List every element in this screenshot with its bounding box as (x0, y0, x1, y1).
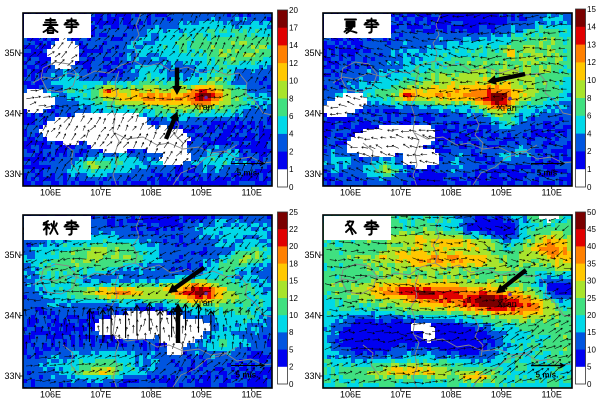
svg-text:6: 6 (289, 112, 294, 121)
svg-text:Xi'an: Xi'an (193, 102, 213, 112)
svg-text:14: 14 (587, 23, 596, 32)
svg-text:10: 10 (289, 311, 298, 320)
svg-text:34N: 34N (4, 311, 21, 321)
svg-text:33N: 33N (304, 371, 321, 381)
svg-text:109E: 109E (491, 390, 512, 400)
svg-text:0: 0 (587, 183, 592, 192)
svg-text:22: 22 (289, 225, 298, 234)
svg-text:4: 4 (289, 130, 294, 139)
svg-text:33N: 33N (304, 169, 321, 179)
svg-text:14: 14 (289, 41, 298, 50)
svg-text:35N: 35N (304, 48, 321, 58)
svg-text:33N: 33N (4, 169, 21, 179)
svg-text:30: 30 (587, 277, 596, 286)
svg-text:2: 2 (289, 363, 294, 372)
svg-text:20: 20 (289, 242, 298, 251)
svg-text:35N: 35N (4, 48, 21, 58)
svg-text:33N: 33N (4, 371, 21, 381)
svg-text:34N: 34N (304, 109, 321, 119)
svg-text:2: 2 (289, 147, 294, 156)
svg-text:110E: 110E (542, 188, 562, 198)
svg-text:108E: 108E (141, 390, 162, 400)
svg-text:34N: 34N (4, 109, 21, 119)
svg-text:108E: 108E (441, 390, 462, 400)
svg-text:108E: 108E (141, 188, 162, 198)
svg-text:15: 15 (289, 277, 298, 286)
svg-text:40: 40 (587, 242, 596, 251)
svg-text:25: 25 (289, 208, 298, 217)
svg-text:10: 10 (289, 77, 298, 86)
svg-text:106E: 106E (40, 188, 61, 198)
svg-text:8: 8 (289, 328, 294, 337)
svg-text:4: 4 (587, 129, 592, 138)
svg-text:106E: 106E (340, 188, 361, 198)
svg-text:110E: 110E (242, 188, 262, 198)
svg-text:Xi'an: Xi'an (497, 103, 517, 113)
svg-text:107E: 107E (390, 390, 411, 400)
svg-text:108E: 108E (441, 188, 462, 198)
svg-text:35N: 35N (304, 250, 321, 260)
svg-text:6: 6 (587, 112, 592, 121)
svg-text:13: 13 (587, 40, 596, 49)
svg-text:109E: 109E (191, 390, 212, 400)
svg-text:5 m/s: 5 m/s (237, 169, 258, 178)
svg-text:5: 5 (289, 345, 294, 354)
svg-text:107E: 107E (390, 188, 411, 198)
svg-text:110E: 110E (542, 390, 562, 400)
svg-text:0: 0 (289, 380, 294, 389)
svg-text:Xi'an: Xi'an (193, 298, 213, 308)
svg-text:107E: 107E (90, 390, 111, 400)
svg-text:5: 5 (587, 363, 592, 372)
svg-text:17: 17 (289, 24, 298, 33)
svg-text:106E: 106E (340, 390, 361, 400)
svg-text:35: 35 (587, 259, 596, 268)
svg-text:12: 12 (289, 59, 298, 68)
svg-text:34N: 34N (304, 311, 321, 321)
svg-text:15: 15 (587, 328, 596, 337)
svg-text:35N: 35N (4, 250, 21, 260)
svg-text:10: 10 (587, 345, 596, 354)
svg-text:109E: 109E (191, 188, 212, 198)
svg-text:8: 8 (289, 94, 294, 103)
svg-text:50: 50 (587, 208, 596, 217)
svg-text:0: 0 (587, 380, 592, 389)
svg-text:5 m/s.: 5 m/s. (236, 371, 259, 380)
svg-text:0: 0 (289, 183, 294, 192)
svg-text:15: 15 (587, 5, 596, 14)
svg-text:5 m/s.: 5 m/s. (536, 371, 559, 380)
svg-text:106E: 106E (40, 390, 61, 400)
svg-text:2: 2 (587, 147, 592, 156)
svg-text:109E: 109E (491, 188, 512, 198)
svg-text:8: 8 (587, 94, 592, 103)
svg-text:5 m/s: 5 m/s (537, 169, 558, 178)
svg-text:107E: 107E (90, 188, 111, 198)
svg-text:10: 10 (587, 76, 596, 85)
svg-text:Xi'an: Xi'an (497, 299, 517, 309)
svg-text:25: 25 (587, 294, 596, 303)
svg-text:12: 12 (289, 294, 298, 303)
svg-text:18: 18 (289, 259, 298, 268)
svg-text:110E: 110E (242, 390, 262, 400)
svg-text:12: 12 (587, 58, 596, 67)
svg-text:1: 1 (289, 165, 294, 174)
svg-text:1: 1 (587, 165, 592, 174)
svg-text:20: 20 (587, 311, 596, 320)
svg-text:45: 45 (587, 225, 596, 234)
svg-text:20: 20 (289, 6, 298, 15)
